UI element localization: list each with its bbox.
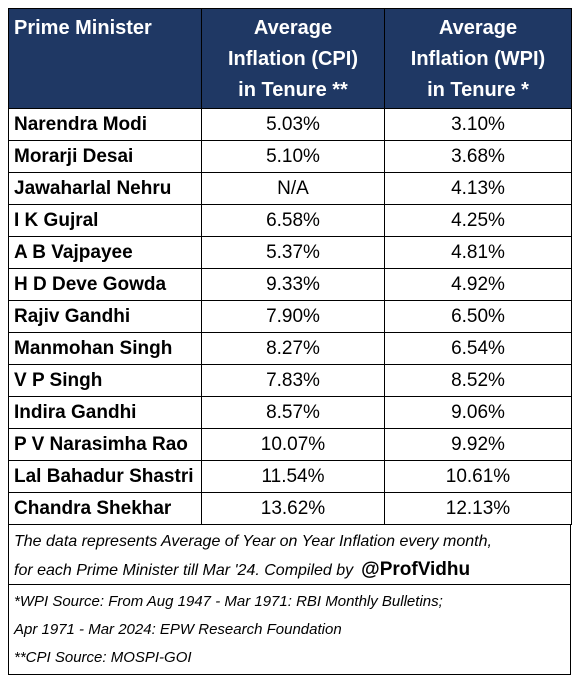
inflation-value: 4.81% — [384, 236, 572, 269]
inflation-value: 8.52% — [384, 364, 572, 397]
handle: @ProfVidhu — [361, 559, 471, 580]
inflation-value: 5.37% — [201, 236, 385, 269]
inflation-value: 10.07% — [201, 428, 385, 461]
pm-name: Lal Bahadur Shastri — [8, 460, 202, 493]
inflation-value: N/A — [201, 172, 385, 205]
pm-name: Jawaharlal Nehru — [8, 172, 202, 205]
header-line: Inflation (WPI) — [410, 48, 546, 70]
inflation-value: 3.10% — [384, 108, 572, 141]
header-cell: Prime Minister — [8, 8, 202, 109]
source-line: *WPI Source: From Aug 1947 - Mar 1971: R… — [14, 593, 443, 610]
header-cell: Average Inflation (WPI) in Tenure * — [384, 8, 572, 109]
inflation-value: 6.58% — [201, 204, 385, 237]
inflation-value: 3.68% — [384, 140, 572, 173]
inflation-value: 9.06% — [384, 396, 572, 429]
inflation-value: 6.50% — [384, 300, 572, 333]
inflation-value: 10.61% — [384, 460, 572, 493]
pm-name: Indira Gandhi — [8, 396, 202, 429]
header-line: in Tenure ** — [238, 79, 348, 101]
pm-name: Narendra Modi — [8, 108, 202, 141]
note-box: The data represents Average of Year on Y… — [8, 524, 571, 585]
inflation-value: 8.27% — [201, 332, 385, 365]
header-line: Prime Minister — [14, 17, 152, 39]
pm-name: P V Narasimha Rao — [8, 428, 202, 461]
inflation-value: 7.83% — [201, 364, 385, 397]
inflation-value: 9.92% — [384, 428, 572, 461]
inflation-value: 5.10% — [201, 140, 385, 173]
pm-name: A B Vajpayee — [8, 236, 202, 269]
source-line: **CPI Source: MOSPI-GOI — [14, 649, 192, 666]
sources-box: *WPI Source: From Aug 1947 - Mar 1971: R… — [8, 584, 571, 675]
header-line: Average — [253, 17, 333, 39]
header-line: in Tenure * — [427, 79, 529, 101]
pm-name: V P Singh — [8, 364, 202, 397]
inflation-value: 11.54% — [201, 460, 385, 493]
source-line: Apr 1971 - Mar 2024: EPW Research Founda… — [14, 621, 342, 638]
inflation-value: 12.13% — [384, 492, 572, 525]
inflation-value: 7.90% — [201, 300, 385, 333]
inflation-value: 8.57% — [201, 396, 385, 429]
header-cell: Average Inflation (CPI) in Tenure ** — [201, 8, 385, 109]
inflation-value: 5.03% — [201, 108, 385, 141]
header-line: Average — [438, 17, 518, 39]
note-line: for each Prime Minister till Mar '24. Co… — [14, 556, 565, 585]
pm-name: Manmohan Singh — [8, 332, 202, 365]
header-line: Inflation (CPI) — [228, 48, 358, 70]
inflation-value: 4.13% — [384, 172, 572, 205]
pm-name: I K Gujral — [8, 204, 202, 237]
pm-name: Rajiv Gandhi — [8, 300, 202, 333]
pm-name: H D Deve Gowda — [8, 268, 202, 301]
inflation-value: 9.33% — [201, 268, 385, 301]
note-text: for each Prime Minister till Mar '24. Co… — [14, 562, 354, 579]
inflation-value: 4.92% — [384, 268, 572, 301]
note-line: The data represents Average of Year on Y… — [14, 533, 492, 550]
pm-name: Chandra Shekhar — [8, 492, 202, 525]
inflation-value: 6.54% — [384, 332, 572, 365]
pm-name: Morarji Desai — [8, 140, 202, 173]
inflation-value: 13.62% — [201, 492, 385, 525]
inflation-value: 4.25% — [384, 204, 572, 237]
